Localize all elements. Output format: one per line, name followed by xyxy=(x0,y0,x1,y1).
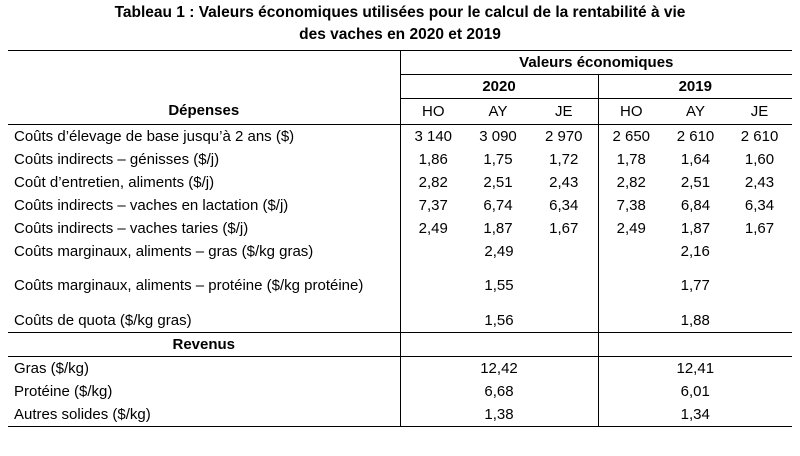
table-row: Coûts indirects – vaches taries ($/j) 2,… xyxy=(8,217,792,240)
cell-value: 2,51 xyxy=(680,173,711,191)
cell-value: 7,38 xyxy=(597,194,664,217)
group-header: Valeurs économiques xyxy=(399,50,793,75)
cell-value: 2,49 xyxy=(399,217,466,240)
table-title: Tableau 1 : Valeurs économiques utilisée… xyxy=(0,0,800,46)
cell-value: 1,67 xyxy=(744,219,775,237)
table-row: Protéine ($/kg) 6,68 6,01 xyxy=(8,380,793,403)
cell-value: 2,43 xyxy=(549,173,579,191)
revenus-header: Revenus xyxy=(8,332,400,357)
row-label: Coûts marginaux, aliments – protéine ($/… xyxy=(14,277,364,294)
economic-values-table: Valeurs économiques 2020 2019 Dépenses H… xyxy=(8,50,793,427)
cell-value-2020: 1,38 xyxy=(399,403,598,427)
breed-header: HO xyxy=(399,98,466,125)
cell-value: 2 610 xyxy=(740,127,779,145)
cell-value-2019: 1,34 xyxy=(597,403,793,427)
breed-header: AY xyxy=(664,98,727,125)
cell-value-2019: 1,77 xyxy=(597,263,793,309)
cell-value: 1,75 xyxy=(483,150,513,168)
header-row-years: 2020 2019 xyxy=(8,74,793,99)
row-label: Coûts indirects – vaches taries ($/j) xyxy=(14,219,249,237)
cell-value-2020: 12,42 xyxy=(399,356,598,380)
breed-header: AY xyxy=(466,98,530,125)
row-label: Coûts marginaux, aliments – gras ($/kg g… xyxy=(14,242,314,260)
cell-value-2020: 1,56 xyxy=(399,309,598,333)
table-row: Coût d’entretien, aliments ($/j) 2,82 2,… xyxy=(8,171,792,194)
row-label: Coûts d’élevage de base jusqu’à 2 ans ($… xyxy=(14,127,295,145)
cell-value-2020: 6,68 xyxy=(399,380,598,403)
cell-value: 6,84 xyxy=(680,196,711,214)
breed-header: JE xyxy=(727,98,793,125)
row-label: Coûts indirects – vaches en lactation ($… xyxy=(14,196,289,214)
revenus-header-row: Revenus xyxy=(8,332,793,357)
breed-header: JE xyxy=(530,98,598,125)
cell-value: 6,74 xyxy=(483,196,513,214)
cell-value: 2 970 xyxy=(544,127,583,145)
cell-value: 7,37 xyxy=(399,194,466,217)
row-label: Coûts de quota ($/kg gras) xyxy=(8,309,400,333)
cell-value: 1,60 xyxy=(744,150,775,168)
cell-value: 6,34 xyxy=(549,196,579,214)
cell-value-2020: 1,55 xyxy=(399,263,598,309)
title-line-1: Tableau 1 : Valeurs économiques utilisée… xyxy=(114,4,686,21)
cell-value-2019: 1,88 xyxy=(597,309,793,333)
year-2019-header: 2019 xyxy=(597,74,793,99)
table-row: Coûts marginaux, aliments – gras ($/kg g… xyxy=(8,240,793,263)
table-row: Coûts indirects – vaches en lactation ($… xyxy=(8,194,792,217)
cell-value: 1,87 xyxy=(680,219,711,237)
header-row-breeds: Dépenses HO AY JE HO AY JE xyxy=(8,98,793,125)
cell-value: 1,87 xyxy=(483,219,513,237)
year-2020-header: 2020 xyxy=(399,74,598,99)
cell-value: 1,64 xyxy=(680,150,711,168)
cell-value: 2,51 xyxy=(483,173,513,191)
row-label: Autres solides ($/kg) xyxy=(8,403,400,427)
cell-value: 2,82 xyxy=(399,171,466,194)
row-label: Coûts indirects – génisses ($/j) xyxy=(14,150,220,168)
row-label: Gras ($/kg) xyxy=(14,359,90,377)
cell-value: 2,43 xyxy=(744,173,775,191)
table-row: Coûts marginaux, aliments – protéine ($/… xyxy=(8,263,793,309)
depenses-header: Dépenses xyxy=(8,98,400,125)
table-row: Coûts indirects – génisses ($/j) 1,86 1,… xyxy=(8,148,792,171)
cell-value: 2,49 xyxy=(597,217,664,240)
row-label: Coût d’entretien, aliments ($/j) xyxy=(14,173,215,191)
cell-value: 2,82 xyxy=(597,171,664,194)
cell-value: 3 090 xyxy=(479,127,517,145)
cell-value-2019: 12,41 xyxy=(597,356,793,380)
row-label: Protéine ($/kg) xyxy=(14,382,113,400)
cell-value: 2 650 xyxy=(597,124,664,148)
header-row-group: Valeurs économiques xyxy=(8,50,793,75)
table-row: Coûts d’élevage de base jusqu’à 2 ans ($… xyxy=(8,124,792,148)
cell-value: 2 610 xyxy=(676,127,715,145)
cell-value: 3 140 xyxy=(399,124,466,148)
table-row: Coûts de quota ($/kg gras) 1,56 1,88 xyxy=(8,309,793,333)
cell-value: 6,34 xyxy=(744,196,775,214)
cell-value: 1,86 xyxy=(399,148,466,171)
cell-value-2019: 6,01 xyxy=(597,380,793,403)
cell-value-2020: 2,49 xyxy=(399,240,598,263)
cell-value: 1,78 xyxy=(597,148,664,171)
cell-value: 1,67 xyxy=(549,219,579,237)
table-row: Gras ($/kg) 12,42 12,41 xyxy=(8,356,793,380)
cell-value: 1,72 xyxy=(549,150,579,168)
table-row: Autres solides ($/kg) 1,38 1,34 xyxy=(8,403,793,427)
breed-header: HO xyxy=(597,98,664,125)
cell-value-2019: 2,16 xyxy=(597,240,793,263)
title-line-2: des vaches en 2020 et 2019 xyxy=(299,26,501,43)
